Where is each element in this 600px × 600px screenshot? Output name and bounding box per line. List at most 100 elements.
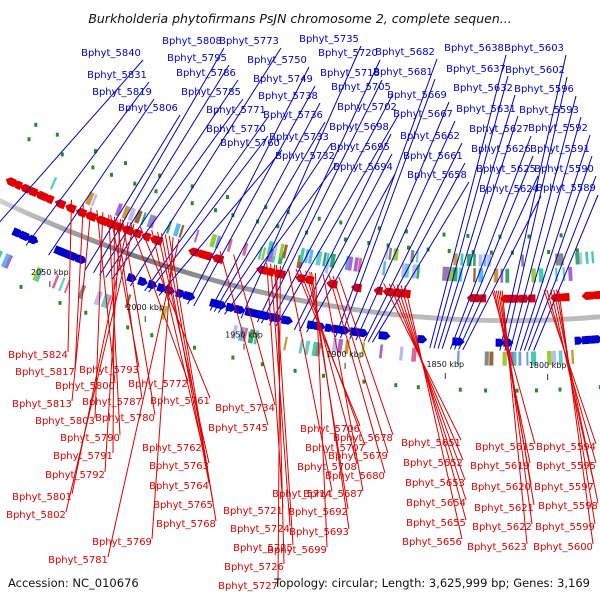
gc-marker bbox=[193, 345, 196, 350]
gene-labels-layer: Bphyt_5840 Bphyt_5831 Bphyt_5819 Bphyt_5808… bbox=[6, 34, 598, 592]
forward-gene-label: Bphyt_5667 bbox=[393, 109, 453, 120]
forward-leader-line bbox=[441, 115, 519, 349]
forward-leader-line bbox=[256, 59, 381, 323]
gc-marker bbox=[317, 216, 321, 221]
cog-block bbox=[531, 268, 537, 283]
cog-block bbox=[49, 176, 58, 190]
forward-leader-line bbox=[504, 76, 568, 351]
reverse-gene-label: Bphyt_5762 bbox=[142, 443, 202, 454]
reverse-leader-line bbox=[497, 290, 535, 506]
reverse-gene-arrow bbox=[202, 251, 213, 261]
reverse-gene-arrow bbox=[75, 207, 88, 218]
gc-marker bbox=[154, 189, 158, 194]
reverse-gene-arrow bbox=[581, 291, 594, 300]
cog-block bbox=[165, 220, 173, 234]
reverse-gene-arrow bbox=[65, 203, 77, 214]
cog-block bbox=[0, 249, 4, 265]
reverse-leader-line bbox=[129, 222, 189, 382]
forward-leader-line bbox=[144, 116, 269, 292]
reverse-gene-label: Bphyt_5725 bbox=[233, 543, 293, 554]
forward-gene-label: Bphyt_5637 bbox=[446, 64, 506, 75]
cog-block bbox=[382, 261, 387, 276]
reverse-gene-label: Bphyt_5699 bbox=[267, 545, 327, 556]
forward-gene-label: Bphyt_5662 bbox=[400, 131, 460, 142]
forward-leader-line bbox=[93, 47, 225, 274]
reverse-gene-arrow bbox=[590, 290, 600, 300]
reverse-gene-label: Bphyt_5761 bbox=[150, 396, 210, 407]
forward-gene-arrow bbox=[27, 234, 39, 245]
cog-block bbox=[324, 260, 330, 274]
forward-leader-line bbox=[458, 175, 539, 350]
cog-block bbox=[299, 247, 306, 263]
forward-leader-line bbox=[449, 135, 532, 350]
forward-leader-line bbox=[433, 75, 509, 349]
reverse-leader-line bbox=[270, 263, 291, 527]
forward-gene-arrow bbox=[378, 331, 391, 340]
forward-gene-arrow bbox=[146, 279, 158, 290]
forward-gene-label: Bphyt_5720 bbox=[318, 48, 378, 59]
gc-marker bbox=[535, 388, 538, 393]
reverse-leader-line bbox=[151, 236, 174, 540]
reverse-gene-label: Bphyt_5824 bbox=[8, 350, 68, 361]
reverse-leader-line bbox=[328, 275, 386, 474]
forward-leader-line bbox=[193, 85, 316, 307]
cog-block bbox=[114, 202, 123, 217]
reverse-gene-label: Bphyt_5803 bbox=[35, 416, 95, 427]
reverse-gene-label: Bphyt_5597 bbox=[534, 482, 594, 493]
cog-block bbox=[570, 349, 575, 364]
gc-marker bbox=[362, 379, 366, 384]
cog-block bbox=[307, 249, 314, 264]
forward-gene-arrow bbox=[417, 334, 428, 344]
reverse-leader-line bbox=[104, 218, 121, 473]
reverse-gene-label: Bphyt_5594 bbox=[536, 442, 596, 453]
scale-tick-label: 1850 kbp bbox=[426, 360, 464, 369]
forward-gene-label: Bphyt_5695 bbox=[330, 142, 390, 153]
reverse-gene-label: Bphyt_5655 bbox=[406, 518, 466, 529]
reverse-gene-label: Bphyt_5792 bbox=[45, 470, 105, 481]
gc-marker bbox=[133, 181, 137, 186]
scale-tick-label: 2050 kbp bbox=[31, 268, 69, 277]
cog-block bbox=[378, 344, 384, 359]
cog-block bbox=[585, 251, 589, 264]
cog-block bbox=[266, 240, 274, 256]
reverse-gene-arrow bbox=[188, 247, 200, 257]
gc-marker bbox=[58, 300, 62, 305]
cog-block bbox=[58, 277, 66, 292]
forward-gene-label: Bphyt_5760 bbox=[220, 138, 280, 149]
reverse-leader-line bbox=[314, 272, 328, 548]
forward-gene-arrow bbox=[11, 227, 23, 238]
forward-gene-label: Bphyt_5627 bbox=[469, 124, 529, 135]
cog-block bbox=[272, 242, 279, 257]
cog-block bbox=[237, 326, 246, 342]
reverse-gene-label: Bphyt_5693 bbox=[289, 527, 349, 538]
reverse-gene-label: Bphyt_5817 bbox=[15, 367, 75, 378]
cog-block bbox=[518, 351, 522, 366]
reverse-leader-line bbox=[558, 289, 594, 545]
cog-block bbox=[555, 267, 558, 282]
reverse-leader-line bbox=[168, 235, 217, 522]
cog-block bbox=[453, 253, 458, 266]
reverse-gene-label: Bphyt_5768 bbox=[156, 519, 216, 530]
cog-block bbox=[325, 252, 330, 267]
gc-marker bbox=[442, 232, 446, 237]
cog-block bbox=[226, 238, 233, 253]
gc-marker bbox=[598, 385, 600, 390]
forward-gene-label: Bphyt_5602 bbox=[505, 65, 565, 76]
forward-gene-label: Bphyt_5638 bbox=[444, 43, 504, 54]
cog-block bbox=[578, 252, 583, 265]
forward-leader-line bbox=[437, 94, 516, 349]
gc-marker bbox=[231, 355, 235, 360]
cog-block bbox=[322, 252, 328, 267]
gc-marker bbox=[377, 226, 381, 231]
forward-leader-line bbox=[213, 121, 326, 312]
gc-marker bbox=[55, 132, 59, 137]
reverse-leader-line bbox=[556, 289, 596, 525]
forward-leader-line bbox=[528, 175, 597, 351]
gc-marker bbox=[575, 248, 579, 253]
gc-marker bbox=[322, 373, 325, 378]
scale-tick-label: 1900 kbp bbox=[326, 350, 364, 359]
cog-block bbox=[411, 347, 417, 362]
gc-marker bbox=[264, 205, 268, 210]
reverse-gene-label: Bphyt_5790 bbox=[60, 433, 120, 444]
cog-block bbox=[140, 212, 147, 226]
